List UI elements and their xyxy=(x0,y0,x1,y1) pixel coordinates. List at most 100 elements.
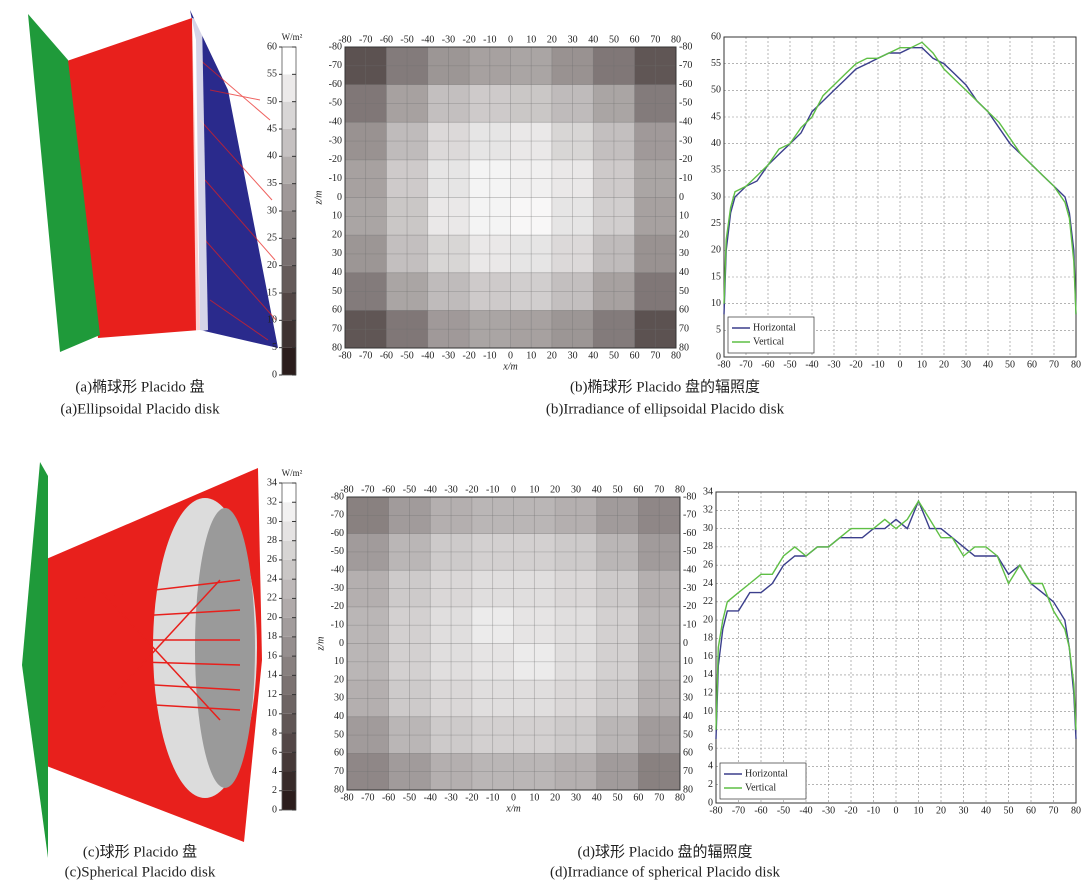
y-tick-label: 0 xyxy=(683,638,688,649)
y-tick-label: 10 xyxy=(683,656,693,667)
color-band xyxy=(282,348,296,375)
y-tick-label: 10 xyxy=(267,315,277,326)
y-tick-label: 24 xyxy=(703,578,713,589)
x-tick-label: 0 xyxy=(511,484,516,495)
y-tick-label: -40 xyxy=(683,565,696,576)
color-band xyxy=(282,637,296,656)
color-band xyxy=(282,483,296,502)
x-tick-label: -10 xyxy=(867,805,880,816)
y-tick-label: 20 xyxy=(711,245,721,256)
x-tick-label: -60 xyxy=(754,805,767,816)
y-tick-label: -70 xyxy=(679,60,692,71)
x-tick-label: 50 xyxy=(609,34,619,45)
x-tick-label: -10 xyxy=(483,350,496,361)
x-tick-label: -10 xyxy=(486,484,499,495)
x-tick-label: -70 xyxy=(361,792,374,803)
y-tick-label: 40 xyxy=(711,138,721,149)
y-tick-label: 24 xyxy=(267,573,277,584)
y-tick-label: 22 xyxy=(703,596,713,607)
y-tick-label: -10 xyxy=(679,173,692,184)
legend-label: Vertical xyxy=(745,782,776,793)
x-tick-label: -20 xyxy=(462,34,475,45)
color-band xyxy=(282,266,296,293)
y-tick-label: 0 xyxy=(272,804,277,815)
unit-label: W/m² xyxy=(282,32,303,42)
x-tick-label: 70 xyxy=(1049,805,1059,816)
y-tick-label: 12 xyxy=(703,688,713,699)
color-band xyxy=(282,502,296,521)
y-tick-label: 50 xyxy=(683,729,693,740)
x-tick-label: 30 xyxy=(959,805,969,816)
x-tick-label: 40 xyxy=(592,484,602,495)
y-tick-label: 14 xyxy=(703,669,713,680)
caption: (d)Irradiance of spherical Placido disk xyxy=(550,864,780,880)
x-tick-label: -20 xyxy=(844,805,857,816)
y-tick-label: 30 xyxy=(332,248,342,259)
x-tick-label: 10 xyxy=(529,792,539,803)
y-axis-label: z/m xyxy=(313,191,324,206)
y-tick-label: 26 xyxy=(703,559,713,570)
y-tick-label: 40 xyxy=(267,151,277,162)
x-tick-label: 60 xyxy=(1026,805,1036,816)
y-tick-label: 32 xyxy=(267,497,277,508)
y-tick-label: 0 xyxy=(716,351,721,362)
y-tick-label: -10 xyxy=(683,619,696,630)
y-tick-label: -50 xyxy=(329,98,342,109)
legend-label: Vertical xyxy=(753,336,784,347)
y-tick-label: 60 xyxy=(711,31,721,42)
y-tick-label: 10 xyxy=(703,706,713,717)
y-tick-label: 5 xyxy=(272,342,277,353)
x-tick-label: 10 xyxy=(529,484,539,495)
x-tick-label: -50 xyxy=(783,359,796,370)
x-tick-label: 40 xyxy=(983,359,993,370)
color-band xyxy=(282,521,296,540)
y-tick-label: -20 xyxy=(331,601,344,612)
x-tick-label: 10 xyxy=(917,359,927,370)
color-band xyxy=(282,560,296,579)
y-tick-label: 80 xyxy=(683,784,693,795)
y-tick-label: -30 xyxy=(679,135,692,146)
x-tick-label: 60 xyxy=(633,484,643,495)
x-tick-label: -30 xyxy=(827,359,840,370)
color-band xyxy=(282,618,296,637)
y-tick-label: 10 xyxy=(679,211,689,222)
caption: (a)椭球形 Placido 盘 xyxy=(75,377,204,395)
y-tick-label: -80 xyxy=(331,491,344,502)
y-tick-label: 22 xyxy=(267,593,277,604)
x-tick-label: -40 xyxy=(805,359,818,370)
x-tick-label: -60 xyxy=(380,34,393,45)
x-tick-label: -50 xyxy=(403,484,416,495)
y-tick-label: 30 xyxy=(334,693,344,704)
x-tick-label: 70 xyxy=(1049,359,1059,370)
y-tick-label: 15 xyxy=(711,271,721,282)
x-tick-label: -60 xyxy=(382,792,395,803)
y-tick-label: -20 xyxy=(329,154,342,165)
y-tick-label: 70 xyxy=(334,766,344,777)
color-band xyxy=(282,238,296,265)
y-tick-label: -20 xyxy=(683,601,696,612)
y-tick-label: 30 xyxy=(703,523,713,534)
sphere-illustration xyxy=(22,462,262,858)
y-tick-label: -70 xyxy=(329,60,342,71)
y-tick-label: 28 xyxy=(267,535,277,546)
y-tick-label: -60 xyxy=(683,528,696,539)
x-tick-label: 20 xyxy=(547,350,557,361)
y-tick-label: 18 xyxy=(703,633,713,644)
color-band xyxy=(282,320,296,347)
y-tick-label: 50 xyxy=(679,286,689,297)
color-band xyxy=(282,752,296,771)
y-tick-label: 35 xyxy=(267,178,277,189)
x-tick-label: -30 xyxy=(442,34,455,45)
x-tick-label: -60 xyxy=(380,350,393,361)
y-tick-label: 55 xyxy=(267,69,277,80)
x-tick-label: -30 xyxy=(442,350,455,361)
x-tick-label: 10 xyxy=(526,34,536,45)
y-tick-label: 25 xyxy=(711,218,721,229)
y-tick-label: 60 xyxy=(334,748,344,759)
color-band xyxy=(282,656,296,675)
caption: (a)Ellipsoidal Placido disk xyxy=(60,401,220,417)
y-tick-label: 40 xyxy=(334,711,344,722)
x-tick-label: 80 xyxy=(1071,805,1081,816)
x-tick-label: -30 xyxy=(444,792,457,803)
x-tick-label: 40 xyxy=(588,350,598,361)
